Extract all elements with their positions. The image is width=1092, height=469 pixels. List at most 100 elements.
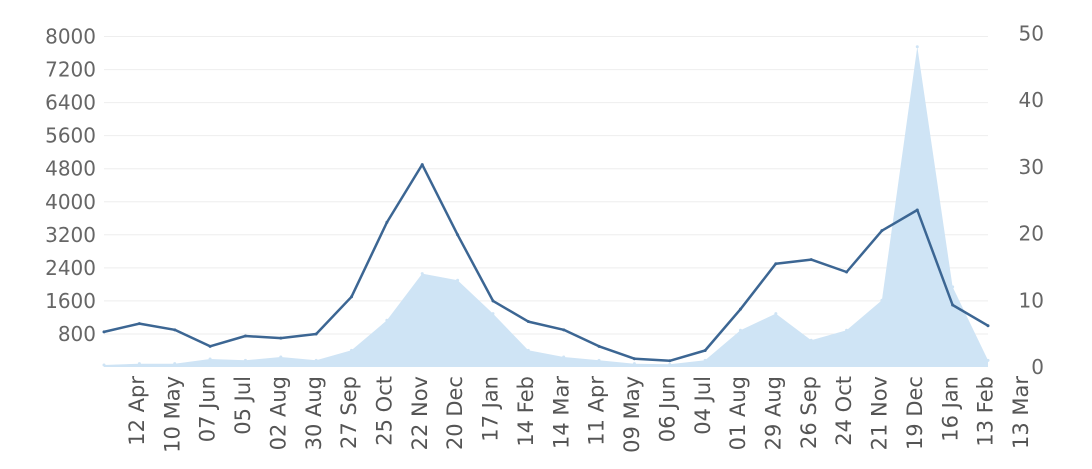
left-tick-label-7: 6400 [45, 91, 96, 115]
area-point-23 [915, 45, 919, 49]
left-tick-label-8: 7200 [45, 58, 96, 82]
x-tick-label-20: 24 Oct [832, 376, 856, 446]
line-point-12 [526, 320, 530, 324]
x-tick-label-4: 02 Aug [266, 376, 290, 450]
right-tick-label-1: 10 [1019, 288, 1044, 312]
area-series-1 [104, 46, 988, 367]
area-point-17 [703, 358, 707, 362]
area-point-3 [208, 357, 212, 361]
x-axis: 12 Apr 10 May 07 Jun 05 Jul 02 Aug 30 Aug 27 S… [125, 376, 1033, 453]
line-point-18 [738, 307, 742, 311]
line-point-15 [632, 357, 636, 361]
left-tick-label-5: 4800 [45, 157, 96, 181]
x-tick-label-1: 10 May [160, 376, 184, 453]
x-tick-label-22: 19 Dec [903, 376, 927, 450]
x-tick-label-11: 14 Feb [514, 376, 538, 447]
left-tick-label-4: 4000 [45, 190, 96, 214]
x-tick-label-15: 06 Jun [655, 376, 679, 442]
x-tick-label-0: 12 Apr [125, 376, 149, 446]
area-point-16 [668, 362, 672, 366]
area-point-8 [385, 318, 389, 322]
x-tick-label-25: 13 Mar [1009, 376, 1033, 449]
line-point-6 [314, 332, 318, 336]
x-tick-label-18: 29 Aug [761, 376, 785, 450]
left-tick-label-1: 1600 [45, 289, 96, 313]
line-point-14 [597, 344, 601, 348]
line-point-17 [703, 348, 707, 352]
line-point-22 [880, 229, 884, 233]
area-point-7 [350, 348, 354, 352]
line-point-7 [350, 295, 354, 299]
left-tick-label-9: 8000 [45, 25, 96, 49]
line-point-20 [809, 258, 813, 262]
right-axis: 0 10 20 30 40 50 [1019, 21, 1044, 379]
area-point-20 [809, 338, 813, 342]
area-point-0 [102, 363, 106, 367]
line-point-4 [243, 334, 247, 338]
x-tick-label-16: 04 Jul [691, 376, 715, 435]
line-series-0 [103, 163, 989, 363]
gridlines [104, 36, 988, 335]
line-series [102, 163, 990, 363]
x-tick-label-2: 07 Jun [196, 376, 220, 442]
x-tick-label-13: 11 Apr [585, 376, 609, 446]
left-tick-label-3: 3200 [45, 223, 96, 247]
line-point-10 [456, 233, 460, 237]
line-point-19 [774, 262, 778, 266]
line-point-3 [208, 344, 212, 348]
x-tick-label-24: 13 Feb [974, 376, 998, 447]
x-tick-label-3: 05 Jul [231, 376, 255, 435]
line-point-23 [915, 208, 919, 212]
line-point-24 [951, 303, 955, 307]
right-tick-label-5: 50 [1019, 21, 1044, 45]
x-tick-label-10: 17 Jan [479, 376, 503, 442]
line-point-16 [668, 359, 672, 363]
right-tick-label-0: 0 [1031, 355, 1044, 379]
area-series [102, 45, 990, 367]
line-point-9 [420, 163, 424, 167]
line-point-2 [173, 328, 177, 332]
left-axis: 800 1600 2400 3200 4000 4800 5600 6400 7200 8000 [45, 25, 96, 346]
x-tick-label-19: 26 Sep [797, 376, 821, 449]
left-tick-label-2: 2400 [45, 256, 96, 280]
area-point-1 [137, 362, 141, 366]
area-point-12 [526, 348, 530, 352]
area-point-10 [456, 278, 460, 282]
area-point-22 [880, 298, 884, 302]
area-point-14 [597, 358, 601, 362]
line-point-25 [986, 324, 990, 328]
area-point-21 [845, 328, 849, 332]
area-point-25 [986, 358, 990, 362]
line-point-11 [491, 299, 495, 303]
x-tick-label-14: 09 May [620, 376, 644, 453]
area-point-5 [279, 355, 283, 359]
area-point-15 [632, 362, 636, 366]
area-point-24 [951, 285, 955, 289]
right-tick-label-3: 30 [1019, 155, 1044, 179]
area-point-4 [243, 358, 247, 362]
x-tick-label-6: 27 Sep [337, 376, 361, 449]
right-tick-label-4: 40 [1019, 88, 1044, 112]
area-point-13 [562, 355, 566, 359]
area-point-18 [738, 328, 742, 332]
area-point-9 [420, 272, 424, 276]
left-tick-label-0: 800 [58, 322, 96, 346]
area-point-19 [774, 312, 778, 316]
x-tick-label-17: 01 Aug [726, 376, 750, 450]
right-tick-label-2: 20 [1019, 222, 1044, 246]
line-point-8 [385, 220, 389, 224]
line-point-1 [137, 322, 141, 326]
area-point-11 [491, 312, 495, 316]
area-point-2 [173, 362, 177, 366]
area-point-6 [314, 358, 318, 362]
x-tick-label-21: 21 Nov [868, 376, 892, 450]
x-tick-label-9: 20 Dec [443, 376, 467, 450]
x-tick-label-7: 25 Oct [373, 376, 397, 446]
line-point-5 [279, 336, 283, 340]
x-tick-label-5: 30 Aug [302, 376, 326, 450]
line-point-13 [562, 328, 566, 332]
left-tick-label-6: 5600 [45, 124, 96, 148]
x-tick-label-8: 22 Nov [408, 376, 432, 450]
x-tick-label-23: 16 Jan [938, 376, 962, 442]
